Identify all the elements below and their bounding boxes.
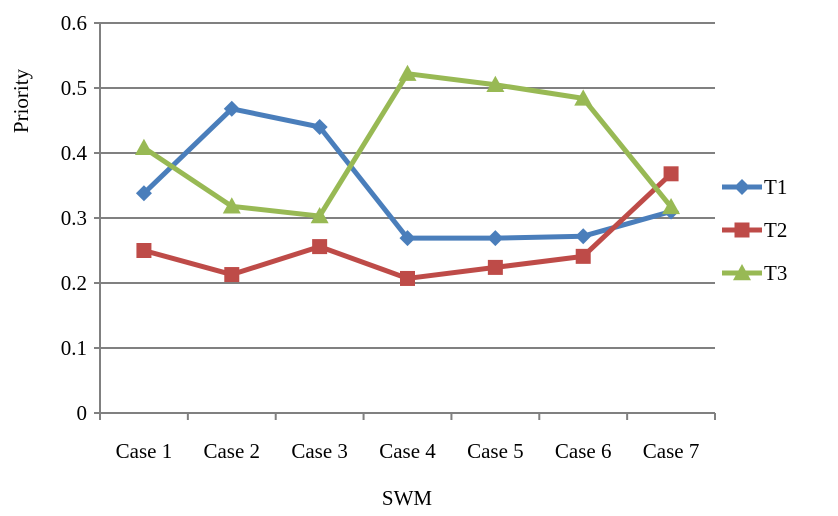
series-t1	[135, 100, 680, 247]
diamond-marker	[135, 185, 152, 202]
square-marker	[487, 259, 503, 275]
square-marker	[663, 166, 679, 182]
diamond-marker	[223, 100, 240, 117]
series-t2	[136, 166, 679, 286]
triangle-marker	[310, 207, 329, 224]
y-tick-label: 0.5	[61, 76, 87, 100]
series-lines	[134, 64, 681, 286]
legend-label: T2	[764, 218, 787, 242]
y-tick-label: 0.4	[61, 141, 88, 165]
diamond-marker	[734, 179, 750, 195]
x-tick-label: Case 5	[467, 439, 524, 463]
x-axis-title: SWM	[382, 486, 433, 510]
diamond-marker	[575, 228, 592, 245]
square-marker	[734, 222, 750, 238]
gridlines	[94, 22, 716, 420]
y-tick-label: 0.6	[61, 11, 87, 35]
series-t3	[134, 64, 681, 224]
triangle-marker	[222, 197, 241, 214]
series-line	[141, 71, 674, 219]
legend-label: T3	[764, 261, 787, 285]
triangle-marker	[398, 64, 417, 81]
y-tick-label: 0.1	[61, 336, 87, 360]
square-marker	[136, 243, 152, 258]
x-tick-label: Case 7	[643, 439, 700, 463]
x-tick-label: Case 1	[116, 439, 173, 463]
legend: T1 T2 T3	[722, 175, 787, 285]
y-tick-label: 0.3	[61, 206, 87, 230]
y-axis-title: Priority	[9, 68, 33, 133]
triangle-marker	[733, 264, 751, 281]
x-tick-label: Case 2	[203, 439, 260, 463]
square-marker	[312, 239, 328, 255]
y-tick-labels: 0 0.1 0.2 0.3 0.4 0.5 0.6	[61, 11, 88, 425]
x-tick-label: Case 6	[555, 439, 612, 463]
x-tick-label: Case 3	[291, 439, 348, 463]
diamond-marker	[311, 119, 328, 135]
legend-item-t2: T2	[722, 218, 787, 242]
triangle-marker	[574, 89, 593, 106]
y-tick-label: 0.2	[61, 271, 87, 295]
square-marker	[224, 267, 240, 283]
diamond-marker	[399, 230, 416, 247]
legend-item-t3: T3	[722, 261, 787, 285]
diamond-marker	[487, 230, 504, 247]
y-tick-label: 0	[77, 401, 88, 425]
square-marker	[575, 248, 591, 264]
triangle-marker	[486, 75, 505, 92]
axes	[99, 23, 715, 414]
series-line	[141, 171, 674, 281]
x-tick-labels: Case 1 Case 2 Case 3 Case 4 Case 5 Case 6 Case…	[116, 439, 700, 463]
triangle-marker	[662, 197, 681, 215]
x-tick-label: Case 4	[379, 439, 436, 463]
square-marker	[400, 270, 415, 286]
legend-item-t1: T1	[722, 175, 787, 199]
legend-label: T1	[764, 175, 787, 199]
triangle-marker	[134, 138, 153, 155]
